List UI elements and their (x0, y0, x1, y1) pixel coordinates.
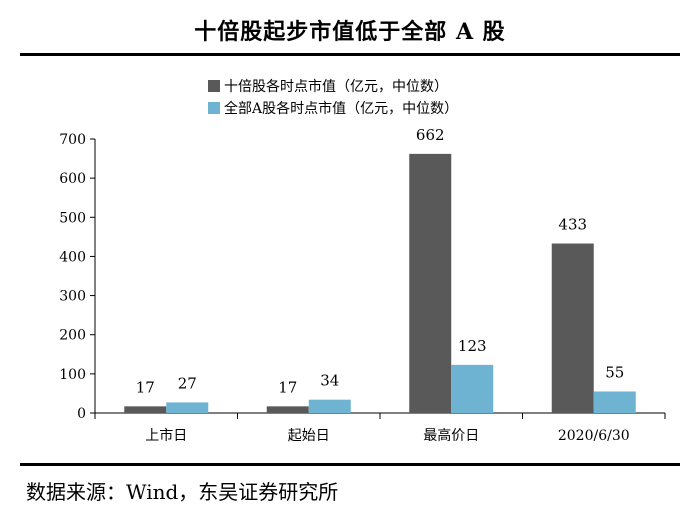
data-label: 34 (320, 372, 339, 390)
data-label: 27 (178, 374, 197, 392)
data-label: 433 (558, 216, 587, 234)
footer-divider (20, 463, 680, 466)
bar (266, 406, 309, 413)
y-tick-label: 700 (59, 132, 86, 148)
bar (593, 391, 636, 413)
legend-swatch (208, 80, 220, 92)
y-tick-label: 300 (59, 289, 86, 305)
y-tick-label: 400 (59, 249, 86, 265)
bar (409, 153, 452, 414)
legend-label: 十倍股各时点市值（亿元，中位数） (224, 78, 448, 95)
y-tick-label: 0 (77, 406, 86, 422)
y-tick-label: 600 (59, 171, 86, 187)
data-label: 55 (605, 363, 624, 381)
bar (124, 406, 167, 413)
y-tick-label: 500 (59, 210, 86, 226)
data-label: 17 (136, 378, 155, 396)
bar (308, 399, 351, 413)
data-label: 17 (278, 378, 297, 396)
bar (551, 243, 594, 413)
x-tick-label: 起始日 (288, 428, 330, 444)
legend-swatch (208, 102, 220, 114)
data-label: 662 (416, 126, 445, 144)
title-divider (20, 53, 680, 56)
chart-title: 十倍股起步市值低于全部 A 股 (194, 19, 506, 45)
bar (451, 364, 494, 413)
bar (166, 402, 209, 413)
y-tick-label: 100 (59, 367, 86, 383)
bar-chart: 十倍股各时点市值（亿元，中位数） 全部A股各时点市值（亿元，中位数） 0 100 200… (59, 78, 666, 444)
legend-label: 全部A股各时点市值（亿元，中位数） (224, 100, 458, 117)
x-tick-label: 最高价日 (423, 427, 479, 444)
x-tick-label: 2020/6/30 (558, 428, 630, 444)
x-tick-label: 上市日 (145, 427, 187, 444)
data-label: 123 (458, 337, 487, 355)
source-note: 数据来源：Wind，东吴证券研究所 (26, 480, 339, 504)
y-tick-label: 200 (59, 328, 86, 344)
